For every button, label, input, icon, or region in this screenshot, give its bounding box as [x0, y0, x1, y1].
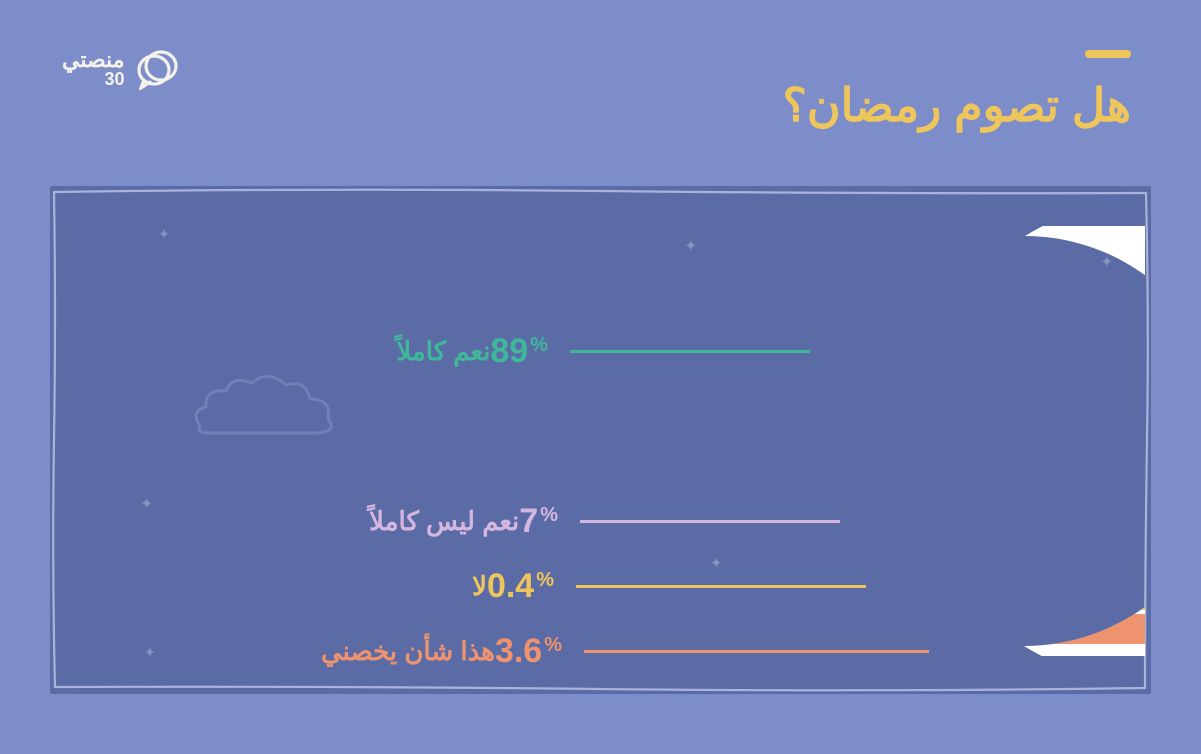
- chart-panel: ✦✦✦✦✦✦ 89%نعم ك: [50, 186, 1151, 694]
- value-percent: 0.4%: [487, 567, 554, 606]
- leader-line: [584, 650, 929, 653]
- percent-sign: %: [536, 569, 554, 592]
- value-label: نعم ليس كاملاً: [369, 506, 519, 537]
- star-icon: ✦: [144, 644, 156, 661]
- value-label: هذا شأن يخصني: [321, 636, 495, 667]
- chart-row: 7%نعم ليس كاملاً: [369, 501, 840, 541]
- value-label: لا: [472, 571, 487, 602]
- accent-bar: [1085, 50, 1131, 58]
- logo-icon: [132, 48, 180, 90]
- value-percent: 89%: [490, 332, 548, 371]
- star-icon: ✦: [140, 494, 153, 514]
- leader-line: [570, 350, 810, 353]
- value-number: 0.4: [487, 567, 534, 606]
- percent-sign: %: [530, 334, 548, 357]
- chart-row: 0.4%لا: [472, 566, 866, 606]
- value-number: 89: [490, 332, 528, 371]
- cloud-icon: [190, 371, 340, 441]
- logo: منصتي 30: [62, 48, 180, 90]
- value-number: 3.6: [495, 632, 542, 671]
- value-percent: 7%: [519, 502, 558, 541]
- value-number: 7: [519, 502, 538, 541]
- value-label: نعم كاملاً: [396, 336, 490, 367]
- value-percent: 3.6%: [495, 632, 562, 671]
- percent-sign: %: [540, 504, 558, 527]
- logo-number: 30: [62, 71, 124, 88]
- percent-sign: %: [544, 634, 562, 657]
- leader-line: [580, 520, 840, 523]
- chart-row: 89%نعم كاملاً: [396, 331, 810, 371]
- page-title: هل تصوم رمضان؟: [782, 78, 1131, 132]
- leader-line: [576, 585, 866, 588]
- star-icon: ✦: [158, 226, 170, 243]
- star-icon: ✦: [684, 236, 697, 256]
- chart-row: 3.6%هذا شأن يخصني: [321, 631, 929, 671]
